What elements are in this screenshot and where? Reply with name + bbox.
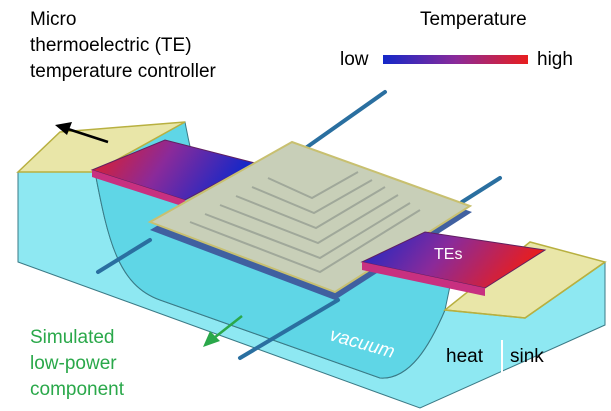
legend-title: Temperature	[420, 9, 527, 30]
component-line: Simulated	[30, 327, 115, 348]
header-line: thermoelectric (TE)	[30, 35, 192, 56]
legend-gradient	[383, 55, 528, 64]
legend-low: low	[340, 49, 369, 70]
header-line: Micro	[30, 9, 76, 30]
sink-label: sink	[510, 346, 544, 367]
component-line: component	[30, 379, 125, 400]
tes-label: TEs	[434, 246, 462, 263]
legend-high: high	[537, 49, 573, 70]
diagram: Temperature low high Micro thermoelectri…	[0, 0, 611, 411]
component-line: low-power	[30, 353, 117, 374]
heat-label: heat	[446, 346, 484, 367]
header-line: temperature controller	[30, 61, 217, 82]
